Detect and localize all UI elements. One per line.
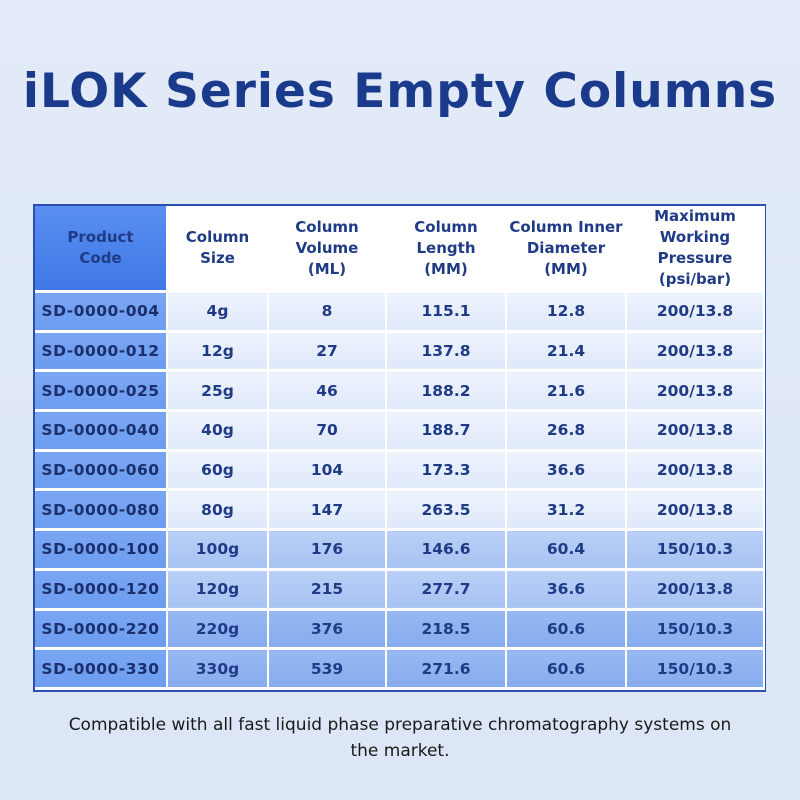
table-row: SD-0000-060 60g 104 173.3 36.6 200/13.8 [35,450,765,492]
product-code-cell: SD-0000-025 [35,370,168,413]
table-row: SD-0000-040 40g 70 188.7 26.8 200/13.8 [35,410,765,452]
column-volume-cell: 539 [268,648,387,690]
column-volume-cell: 376 [268,609,387,651]
column-length-cell: 146.6 [386,529,507,571]
product-code-cell: SD-0000-012 [35,331,168,373]
column-size-cell: 60g [167,450,269,492]
inner-diameter-cell: 26.8 [506,410,627,452]
column-length-cell: 188.7 [386,410,507,452]
column-length-cell: 263.5 [386,489,507,532]
inner-diameter-cell: 31.2 [506,489,627,532]
header-line: Column [414,217,478,236]
column-length-cell: 173.3 [386,450,507,492]
column-length-cell: 218.5 [386,609,507,651]
column-volume-cell: 8 [268,291,387,333]
product-code-cell: SD-0000-120 [35,569,168,611]
column-volume-cell: 27 [268,331,387,373]
inner-diameter-cell: 60.6 [506,609,627,651]
inner-diameter-cell: 21.6 [506,370,627,413]
column-length-cell: 277.7 [386,569,507,611]
column-size-cell: 12g [167,331,269,373]
column-length-cell: 137.8 [386,331,507,373]
inner-diameter-cell: 36.6 [506,569,627,611]
header-line: Maximum [654,207,736,225]
table-row: SD-0000-012 12g 27 137.8 21.4 200/13.8 [35,331,765,373]
header-line: Volume [295,238,359,257]
header-line: Working Pressure [657,228,733,267]
working-pressure-cell: 150/10.3 [626,648,765,690]
column-size-cell: 40g [167,410,269,452]
column-volume-cell: 215 [268,569,387,611]
product-code-cell: SD-0000-080 [35,489,168,532]
header-product-code: Product Code [35,206,168,293]
product-code-cell: SD-0000-040 [35,410,168,452]
column-length-cell: 115.1 [386,291,507,333]
column-volume-cell: 70 [268,410,387,452]
header-column-size: Column Size [167,206,269,293]
inner-diameter-cell: 12.8 [506,291,627,333]
table-row: SD-0000-120 120g 215 277.7 36.6 200/13.8 [35,569,765,611]
table-row: SD-0000-220 220g 376 218.5 60.6 150/10.3 [35,609,765,651]
column-volume-cell: 46 [268,370,387,413]
working-pressure-cell: 200/13.8 [626,370,765,413]
working-pressure-cell: 200/13.8 [626,569,765,611]
inner-diameter-cell: 60.6 [506,648,627,690]
table-row: SD-0000-004 4g 8 115.1 12.8 200/13.8 [35,291,765,333]
header-line: Product [67,228,134,246]
working-pressure-cell: 200/13.8 [626,450,765,492]
column-size-cell: 4g [167,291,269,333]
header-line: Code [79,249,122,267]
column-size-cell: 120g [167,569,269,611]
page-title: iLOK Series Empty Columns [22,64,778,119]
header-line: Column [295,217,359,236]
column-length-cell: 188.2 [386,370,507,413]
column-volume-cell: 147 [268,489,387,532]
working-pressure-cell: 200/13.8 [626,291,765,333]
table-row: SD-0000-330 330g 539 271.6 60.6 150/10.3 [35,648,765,690]
header-line: Column Inner [509,217,623,236]
product-code-cell: SD-0000-330 [35,648,168,690]
table-row: SD-0000-025 25g 46 188.2 21.6 200/13.8 [35,370,765,413]
product-code-cell: SD-0000-060 [35,450,168,492]
footer-line-1: Compatible with all fast liquid phase pr… [68,715,732,735]
column-size-cell: 330g [167,648,269,690]
column-size-cell: 25g [167,370,269,413]
table-row: SD-0000-080 80g 147 263.5 31.2 200/13.8 [35,489,765,532]
header-line: (psi/bar) [658,270,732,288]
inner-diameter-cell: 36.6 [506,450,627,492]
header-line: (ML) [307,259,347,278]
header-line: Size [200,249,235,267]
working-pressure-cell: 200/13.8 [626,410,765,452]
header-line: Column [185,228,250,246]
column-volume-cell: 104 [268,450,387,492]
column-length-cell: 271.6 [386,648,507,690]
working-pressure-cell: 200/13.8 [626,489,765,532]
compatibility-note: Compatible with all fast liquid phase pr… [0,712,800,764]
header-column-length: Column Length (MM) [386,206,507,293]
table-header-row: Product Code Column Size Column Volume (… [35,206,765,293]
product-code-cell: SD-0000-004 [35,291,168,333]
working-pressure-cell: 150/10.3 [626,529,765,571]
header-line: Length [416,238,476,257]
column-volume-cell: 176 [268,529,387,571]
header-maximum-working-pressure: Maximum Working Pressure (psi/bar) [626,206,765,293]
product-code-cell: SD-0000-220 [35,609,168,651]
working-pressure-cell: 200/13.8 [626,331,765,373]
header-column-volume: Column Volume (ML) [268,206,387,293]
product-code-cell: SD-0000-100 [35,529,168,571]
column-size-cell: 100g [167,529,269,571]
column-size-cell: 80g [167,489,269,532]
column-size-cell: 220g [167,609,269,651]
header-column-inner-diameter: Column Inner Diameter (MM) [506,206,627,293]
spec-table: Product Code Column Size Column Volume (… [33,204,766,692]
header-line: Diameter [526,238,606,257]
header-line: (MM) [544,259,588,278]
inner-diameter-cell: 60.4 [506,529,627,571]
inner-diameter-cell: 21.4 [506,331,627,373]
header-line: (MM) [424,259,468,278]
footer-line-2: the market. [350,741,450,761]
table-row: SD-0000-100 100g 176 146.6 60.4 150/10.3 [35,529,765,571]
working-pressure-cell: 150/10.3 [626,609,765,651]
